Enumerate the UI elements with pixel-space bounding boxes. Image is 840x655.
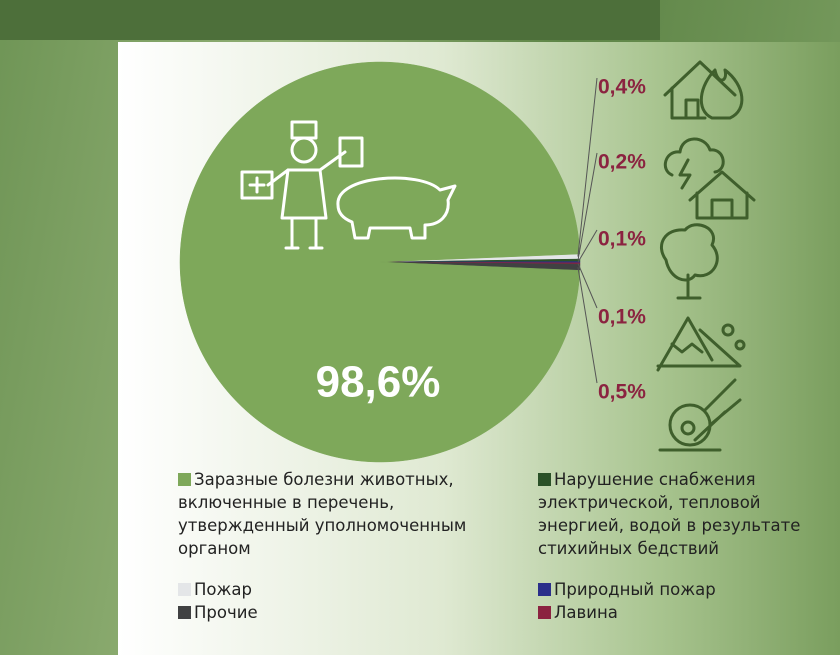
- value-label: 98,6%: [316, 358, 441, 407]
- value-label: 0,4%: [598, 76, 646, 99]
- legend-label: Заразные болезни животных, включенные в …: [178, 470, 466, 558]
- value-label: 0,5%: [598, 381, 646, 404]
- value-label: 0,1%: [598, 306, 646, 329]
- infographic: 98,6% 0,4% 0,2% 0,1% 0,1% 0,5% Заразные болез…: [0, 0, 840, 655]
- legend-label: Пожар: [194, 580, 252, 599]
- legend-item: Заразные болезни животных, включенные в …: [178, 468, 518, 560]
- legend-swatch: [178, 473, 191, 486]
- legend-swatch: [178, 606, 191, 619]
- legend-swatch: [178, 583, 191, 596]
- legend-item: Пожар: [178, 578, 478, 601]
- legend-item: Нарушение снабжения электрической, тепло…: [538, 468, 838, 560]
- legend-label: Лавина: [554, 603, 618, 622]
- legend-item: Природный пожар: [538, 578, 838, 601]
- legend-label: Прочие: [194, 603, 258, 622]
- legend-swatch: [538, 583, 551, 596]
- legend-label: Природный пожар: [554, 580, 716, 599]
- legend-label: Нарушение снабжения электрической, тепло…: [538, 470, 800, 558]
- top-band: [0, 0, 660, 40]
- legend-item: Прочие: [178, 601, 478, 624]
- legend-item: Лавина: [538, 601, 838, 624]
- legend-swatch: [538, 606, 551, 619]
- value-label: 0,2%: [598, 151, 646, 174]
- legend-swatch: [538, 473, 551, 486]
- value-label: 0,1%: [598, 228, 646, 251]
